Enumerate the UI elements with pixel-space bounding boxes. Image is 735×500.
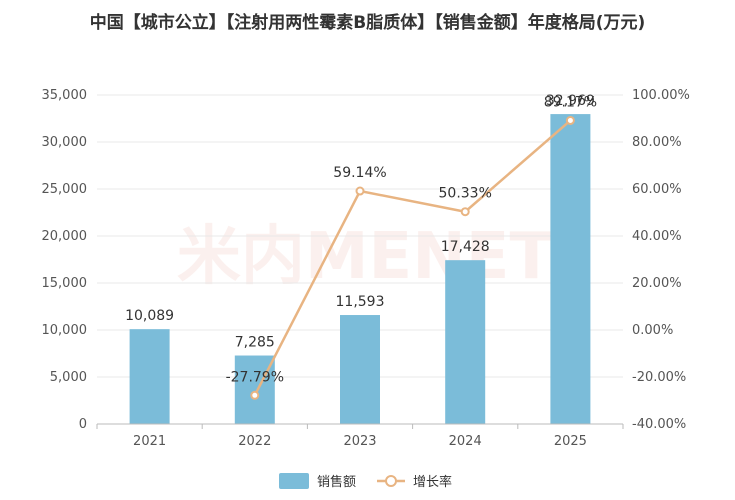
y-right-tick-label: 100.00% [632, 88, 690, 103]
y-left-tick-label: 35,000 [42, 88, 88, 103]
y-left-tick-label: 30,000 [42, 135, 88, 150]
y-right-tick-label: 60.00% [632, 182, 682, 197]
growth-value-label: -27.79% [226, 369, 284, 385]
y-left-tick-label: 15,000 [42, 276, 88, 291]
growth-point [355, 186, 365, 196]
growth-point [565, 115, 575, 125]
x-tick-label: 2021 [133, 434, 166, 449]
bar [445, 260, 486, 424]
y-left-tick-label: 0 [79, 417, 87, 432]
data-labels: 10,089 7,285 11,593 17,428 32,969 -27.79% 59.1… [125, 93, 597, 385]
legend-line-marker [385, 475, 397, 487]
y-left-tick-label: 5,000 [50, 370, 87, 385]
growth-point [460, 207, 470, 217]
y-right-tick-label: 80.00% [632, 135, 682, 150]
bar [550, 114, 591, 424]
x-tick-label: 2022 [238, 434, 271, 449]
y-right-tick-label: 40.00% [632, 229, 682, 244]
y-right-tick-label: -20.00% [632, 370, 686, 385]
y-left-tick-label: 20,000 [42, 229, 88, 244]
watermark: 米内MENET [177, 220, 554, 294]
axes: 0 5,000 10,000 15,000 20,000 25,000 30,000 35,0… [42, 88, 690, 449]
y-right-tick-label: -40.00% [632, 417, 686, 432]
bar-value-label: 10,089 [125, 308, 174, 324]
growth-value-label: 50.33% [439, 186, 492, 202]
bar-value-label: 32,969 [546, 93, 595, 109]
y-right-tick-label: 20.00% [632, 276, 682, 291]
growth-value-label: 89.17% [544, 94, 597, 110]
growth-line [253, 119, 572, 396]
bar [129, 329, 170, 424]
growth-point [250, 390, 260, 400]
chart-title: 中国【城市公立】【注射用两性霉素B脂质体】【销售金额】年度格局(万元) [89, 13, 646, 33]
legend: 销售额 增长率 [279, 473, 452, 490]
bar-value-label: 17,428 [441, 239, 490, 255]
svg-text:米内MENET: 米内MENET [177, 220, 554, 294]
bar-series [129, 114, 591, 424]
y-left-tick-label: 10,000 [42, 323, 88, 338]
line-series [250, 115, 575, 400]
x-tick-label: 2023 [343, 434, 376, 449]
legend-bar-label: 销售额 [317, 474, 356, 490]
legend-bar-swatch [279, 473, 309, 489]
bar [340, 315, 380, 424]
growth-value-label: 59.14% [333, 165, 386, 181]
bar-value-label: 11,593 [336, 294, 385, 310]
y-right-tick-label: 0.00% [632, 323, 673, 338]
legend-line-label: 增长率 [413, 474, 452, 490]
y-left-tick-label: 25,000 [42, 182, 88, 197]
x-tick-label: 2025 [554, 434, 587, 449]
x-tick-label: 2024 [449, 434, 482, 449]
bar-value-label: 7,285 [235, 335, 275, 351]
